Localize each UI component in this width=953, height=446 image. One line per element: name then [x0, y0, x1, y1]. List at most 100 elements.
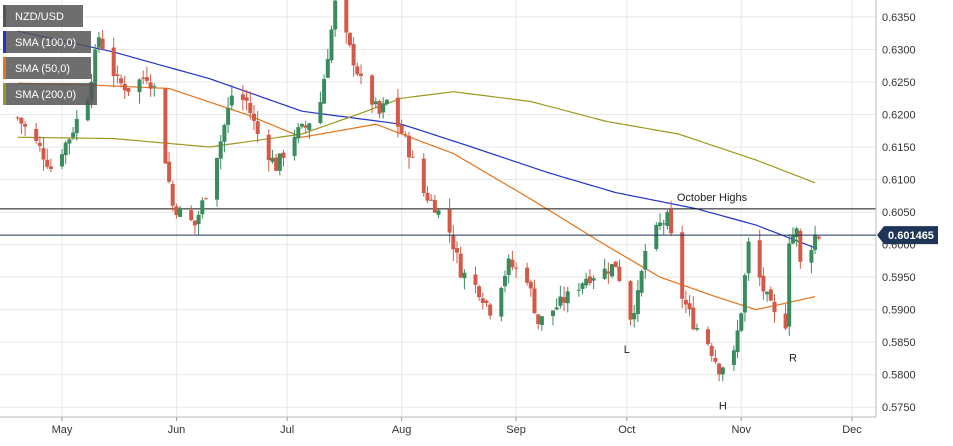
- candle-body: [48, 166, 53, 169]
- candle-body: [63, 142, 68, 156]
- candle-body: [174, 206, 179, 216]
- candle-body: [661, 223, 666, 225]
- x-tick-label: Jul: [280, 424, 294, 436]
- y-tick-label: 0.6200: [882, 109, 916, 121]
- candle-body: [281, 152, 286, 158]
- candle-body: [606, 271, 611, 274]
- y-tick-label: 0.6150: [882, 142, 916, 154]
- candle-body: [739, 313, 744, 331]
- candle-body: [746, 241, 751, 274]
- y-tick-label: 0.5750: [882, 402, 916, 414]
- candle-body: [410, 156, 415, 158]
- candle-body: [787, 243, 792, 327]
- candle-body: [706, 329, 710, 345]
- candle-body: [742, 275, 747, 313]
- candle-body: [34, 128, 39, 141]
- candle-body: [111, 47, 116, 77]
- legend-swatch: [3, 5, 6, 27]
- candle-body: [67, 139, 72, 144]
- candle-body: [229, 95, 234, 106]
- candle-body: [115, 74, 120, 76]
- candle-body: [137, 79, 142, 93]
- candle-body: [587, 276, 592, 283]
- candle-body: [432, 200, 437, 213]
- current-price-label: 0.601465: [888, 230, 934, 242]
- candle-body: [71, 132, 76, 138]
- candle-body: [562, 297, 567, 303]
- candle-body: [322, 79, 327, 104]
- legend-label: SMA (200,0): [15, 89, 76, 101]
- candle-body: [381, 103, 386, 113]
- candle-body: [514, 267, 519, 269]
- y-tick-label: 0.6100: [882, 175, 916, 187]
- candle-body: [695, 328, 699, 330]
- legend-label: SMA (50,0): [15, 63, 70, 75]
- candle-body: [96, 37, 101, 48]
- legend-item[interactable]: SMA (50,0): [3, 57, 91, 79]
- candle-body: [347, 33, 352, 46]
- candle-body: [144, 77, 149, 81]
- candle-body: [141, 77, 146, 79]
- y-tick-label: 0.5900: [882, 305, 916, 317]
- candle-body: [122, 83, 127, 91]
- legend-item[interactable]: SMA (200,0): [3, 83, 97, 105]
- candle-body: [274, 157, 279, 171]
- x-tick-label: Sep: [506, 424, 526, 436]
- x-tick-label: May: [52, 424, 73, 436]
- candle-body: [126, 88, 131, 92]
- sma-line: [17, 91, 816, 184]
- candle-body: [687, 303, 692, 310]
- candle-body: [325, 59, 330, 78]
- candle-body: [632, 313, 637, 320]
- candle-body: [455, 248, 459, 253]
- annotations: 0.601465 L H R: [0, 226, 938, 413]
- x-tick-label: Jun: [168, 424, 186, 436]
- candle-body: [370, 75, 375, 105]
- legend-swatch: [3, 57, 6, 79]
- candle-body: [303, 125, 308, 128]
- candle-body: [709, 345, 714, 356]
- candle-body: [654, 224, 659, 249]
- candle-body: [333, 0, 338, 30]
- candle-body: [816, 236, 821, 239]
- candle-body: [528, 281, 533, 289]
- candle-body: [266, 134, 271, 160]
- october-highs-group: October Highs: [0, 192, 876, 210]
- y-tick-label: 0.6250: [882, 77, 916, 89]
- candle-body: [100, 38, 105, 49]
- candle-body: [240, 94, 245, 100]
- candle-body: [200, 200, 205, 215]
- candle-body: [436, 210, 441, 215]
- candle-body: [628, 281, 633, 320]
- candle-body: [244, 97, 249, 101]
- candle-body: [377, 101, 382, 114]
- legend-box: [3, 31, 91, 53]
- candle-body: [488, 304, 493, 316]
- candle-body: [639, 271, 644, 293]
- candle-body: [713, 357, 718, 362]
- candle-body: [329, 29, 334, 61]
- candle-body: [510, 259, 515, 268]
- candle-body: [23, 124, 28, 127]
- candle-body: [484, 300, 489, 303]
- candle-body: [421, 158, 426, 194]
- candle-body: [503, 275, 507, 287]
- legend-item[interactable]: SMA (100,0): [3, 31, 91, 53]
- candle-body: [790, 235, 795, 244]
- x-tick-label: Oct: [618, 424, 635, 436]
- legend[interactable]: NZD/USD SMA (100,0) SMA (50,0) SMA (200,0): [3, 5, 97, 105]
- candle-body: [93, 49, 98, 83]
- legend-item[interactable]: NZD/USD: [3, 5, 83, 27]
- pattern-label-r: R: [789, 352, 797, 364]
- candle-body: [783, 313, 788, 329]
- candle-body: [359, 73, 363, 76]
- candle-body: [395, 97, 400, 127]
- candle-body: [163, 88, 168, 164]
- candle-body: [794, 228, 799, 238]
- candle-body: [355, 66, 360, 75]
- candle-body: [499, 287, 504, 317]
- candle-body: [680, 232, 685, 299]
- candle-body: [554, 307, 559, 310]
- y-tick-label: 0.6350: [882, 12, 916, 24]
